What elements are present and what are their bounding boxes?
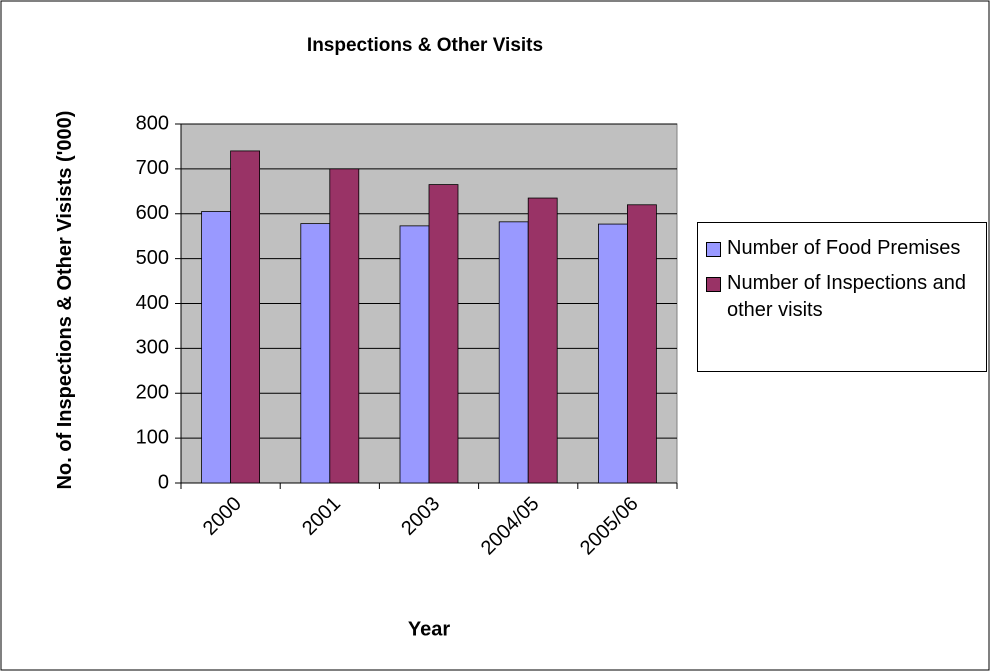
y-tick-label: 600	[136, 202, 169, 224]
y-tick-label: 500	[136, 247, 169, 269]
bar	[300, 223, 331, 484]
bar	[201, 211, 232, 484]
legend-label: Number of Inspections and other visits	[727, 272, 967, 321]
bar	[627, 204, 657, 484]
bar	[498, 221, 529, 484]
bar	[399, 225, 430, 484]
legend-item: Number of Inspections and other visits	[706, 270, 980, 324]
y-tick-label: 300	[136, 337, 169, 359]
legend-swatch	[706, 242, 721, 257]
y-tick-label: 200	[136, 382, 169, 404]
bar	[230, 150, 261, 484]
legend: Number of Food Premises Number of Inspect…	[697, 222, 987, 372]
bar	[329, 168, 360, 484]
legend-swatch	[706, 277, 721, 292]
y-tick-label: 100	[136, 426, 169, 448]
y-tick-label: 0	[158, 471, 169, 493]
y-axis-label-text: No. of Inspections & Other Visists ('000…	[54, 111, 76, 490]
bar	[428, 184, 459, 484]
bar	[527, 197, 558, 484]
y-tick-label: 400	[136, 292, 169, 314]
x-axis-label: Year	[408, 618, 450, 640]
y-axis-label: No. of Inspections & Other Visists ('000…	[54, 111, 76, 490]
y-tick-label: 800	[136, 112, 169, 134]
legend-item: Number of Food Premises	[706, 235, 980, 262]
chart-title: Inspections & Other Visits	[307, 35, 543, 56]
legend-label: Number of Food Premises	[727, 237, 961, 259]
y-tick-label: 700	[136, 157, 169, 179]
bar	[598, 223, 628, 484]
